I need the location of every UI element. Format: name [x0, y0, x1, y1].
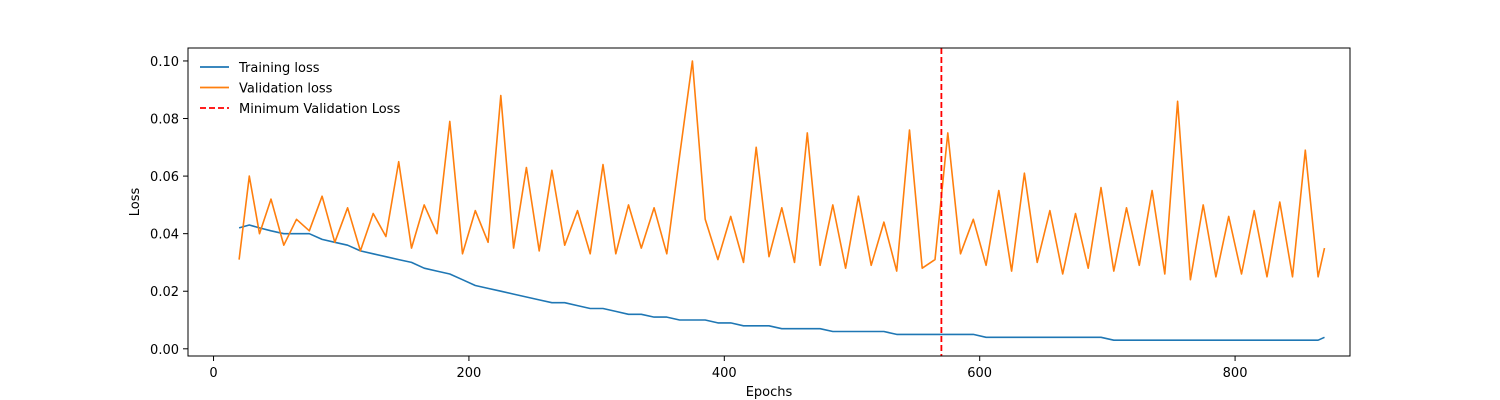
plot-frame — [187, 47, 1351, 357]
y-tick-label: 0.02 — [150, 285, 179, 300]
legend-label: Minimum Validation Loss — [239, 102, 400, 117]
y-axis-label: Loss — [128, 188, 143, 217]
x-tick-label: 200 — [457, 366, 482, 381]
series-layer — [238, 48, 1326, 356]
y-tick-label: 0.00 — [150, 343, 179, 358]
x-tick-label: 800 — [1223, 366, 1248, 381]
legend-label: Validation loss — [239, 82, 333, 97]
legend-label: Training loss — [238, 61, 320, 76]
x-axis-ticks: 0 200 400 600 800 — [209, 356, 1247, 381]
legend: Training loss Validation loss Minimum Vali… — [200, 61, 400, 117]
x-tick-label: 600 — [967, 366, 992, 381]
x-tick-label: 0 — [209, 366, 217, 381]
x-axis-label: Epochs — [746, 385, 793, 400]
y-tick-label: 0.04 — [150, 228, 179, 243]
y-tick-label: 0.06 — [150, 170, 179, 185]
validation-loss-line — [238, 60, 1326, 281]
y-tick-label: 0.08 — [150, 113, 179, 128]
x-tick-label: 400 — [712, 366, 737, 381]
y-axis-ticks: 0.00 0.02 0.04 0.06 0.08 0.10 — [150, 55, 188, 358]
y-tick-label: 0.10 — [150, 55, 179, 70]
training-loss-line — [238, 224, 1325, 342]
